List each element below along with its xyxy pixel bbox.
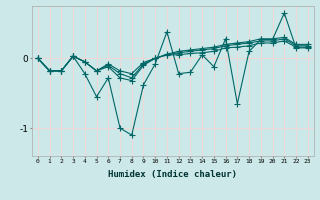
X-axis label: Humidex (Indice chaleur): Humidex (Indice chaleur) (108, 170, 237, 179)
